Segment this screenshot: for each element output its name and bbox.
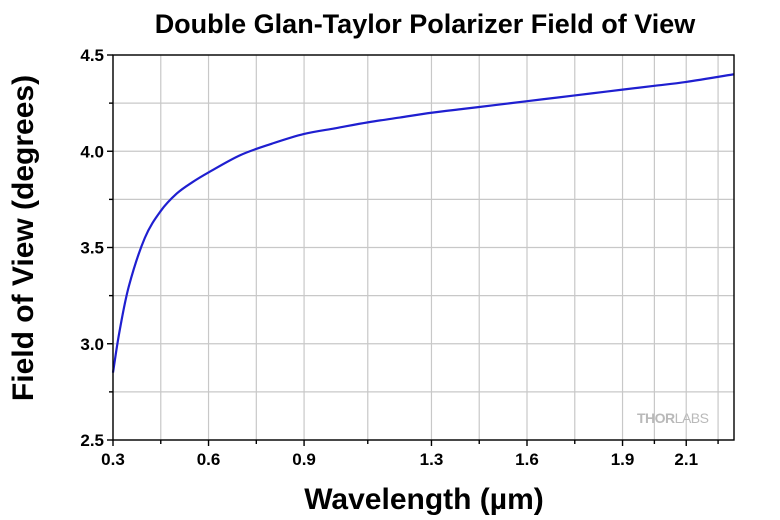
grid — [112, 54, 734, 441]
y-tick-label: 3.5 — [80, 239, 104, 258]
axis-ticks — [107, 54, 719, 446]
y-tick-label: 4.5 — [80, 46, 104, 65]
x-axis-title: Wavelength (µm) — [304, 483, 544, 516]
logo-labs-text: LABS — [675, 410, 709, 426]
x-tick-label: 1.3 — [420, 450, 444, 469]
field-of-view-series-line — [111, 73, 735, 373]
x-tick-label: 1.6 — [515, 450, 539, 469]
x-tick-label: 0.3 — [101, 450, 125, 469]
y-tick-labels: 2.5 3.0 3.5 4.0 4.5 — [80, 46, 104, 450]
chart-title: Double Glan-Taylor Polarizer Field of Vi… — [155, 9, 697, 39]
y-axis-title: Field of View (degrees) — [7, 75, 40, 401]
x-tick-label: 0.9 — [292, 450, 316, 469]
y-tick-label: 2.5 — [80, 431, 104, 450]
y-tick-label: 4.0 — [80, 142, 104, 161]
logo-thor-text: THOR — [637, 410, 675, 426]
x-tick-labels: 0.3 0.6 0.9 1.3 1.6 1.9 2.1 — [101, 450, 698, 469]
x-tick-label: 0.6 — [197, 450, 221, 469]
x-tick-label: 2.1 — [674, 450, 698, 469]
thorlabs-logo: THORLABS — [637, 410, 709, 426]
svg-text:THORLABS: THORLABS — [637, 410, 709, 426]
y-tick-label: 3.0 — [80, 335, 104, 354]
x-tick-label: 1.9 — [611, 450, 635, 469]
plot-frame — [112, 54, 735, 441]
